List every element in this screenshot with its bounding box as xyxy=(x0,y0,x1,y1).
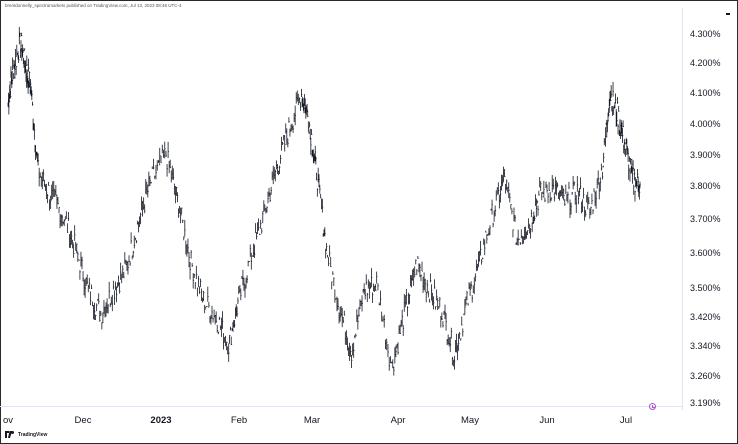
price-axis-label: 4.000% xyxy=(690,119,721,129)
price-axis-label: 3.900% xyxy=(690,150,721,160)
price-axis-label: 4.200% xyxy=(690,58,721,68)
price-axis-label: 3.190% xyxy=(690,398,721,408)
price-axis-label: 3.700% xyxy=(690,214,721,224)
time-axis-label: Dec xyxy=(74,415,92,426)
price-axis-label: 3.340% xyxy=(690,341,721,351)
price-axis-label: 3.800% xyxy=(690,181,721,191)
time-axis-label: Apr xyxy=(390,415,406,426)
time-axis-label: May xyxy=(461,415,479,426)
time-axis-label: Feb xyxy=(230,415,248,426)
price-axis-label: 4.100% xyxy=(690,88,721,98)
tradingview-logo-icon xyxy=(5,431,14,438)
price-axis-label: 3.500% xyxy=(690,283,721,293)
time-axis-label: Jun xyxy=(539,415,555,426)
time-axis-label: 2023 xyxy=(150,415,172,426)
price-axis-label: 3.600% xyxy=(690,248,721,258)
go-to-realtime-icon[interactable] xyxy=(649,403,656,410)
price-series xyxy=(7,26,641,376)
attribution-text: brentdonnelly_spectramarkets published o… xyxy=(5,3,182,8)
tradingview-logo: TradingView xyxy=(5,431,47,438)
price-axis-label: 3.420% xyxy=(690,312,721,322)
price-axis-label: 3.260% xyxy=(690,371,721,381)
price-axis-line xyxy=(682,8,683,410)
price-axis-label: 4.300% xyxy=(690,29,721,39)
time-axis-label: Mar xyxy=(303,415,321,426)
time-axis-label: Jul xyxy=(619,415,633,426)
brand-name: TradingView xyxy=(18,431,48,438)
time-axis-line xyxy=(0,406,683,407)
time-axis-label: ov xyxy=(2,415,14,426)
pane-control-icon[interactable] xyxy=(726,13,730,15)
